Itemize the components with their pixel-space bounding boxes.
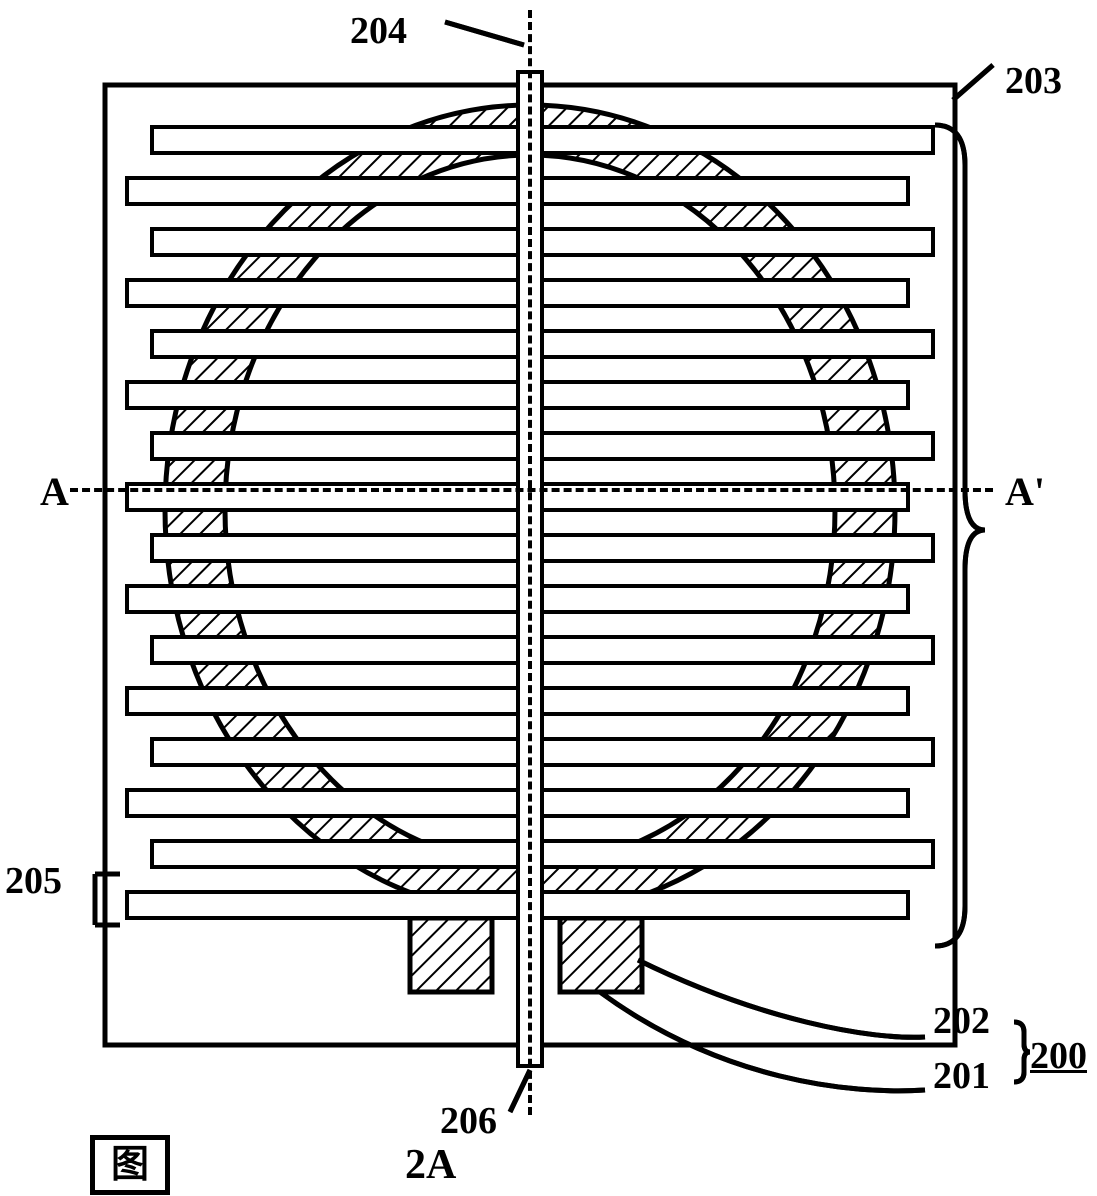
- label-202: 202: [933, 999, 990, 1043]
- axis-horizontal-dash: [70, 488, 993, 492]
- foot-left: [410, 918, 492, 992]
- axis-vertical-dash: [528, 10, 532, 1115]
- foot-right: [560, 918, 642, 992]
- label-204: 204: [350, 9, 407, 53]
- brace-200: [1014, 1022, 1030, 1082]
- diagram-root: A A' 203 204 205 206 201 202 200 图 2A: [0, 0, 1097, 1196]
- label-206: 206: [440, 1099, 497, 1143]
- leader-L204: [445, 22, 524, 45]
- label-A-prime: A': [1005, 468, 1045, 515]
- label-203: 203: [1005, 59, 1062, 103]
- leader-L203: [953, 65, 993, 100]
- figure-char-box: 图: [90, 1135, 170, 1195]
- leader-L206: [510, 1070, 530, 1112]
- label-A: A: [40, 468, 69, 515]
- label-205: 205: [5, 859, 62, 903]
- label-201: 201: [933, 1054, 990, 1098]
- label-200: 200: [1030, 1034, 1087, 1078]
- figure-number: 2A: [405, 1141, 456, 1189]
